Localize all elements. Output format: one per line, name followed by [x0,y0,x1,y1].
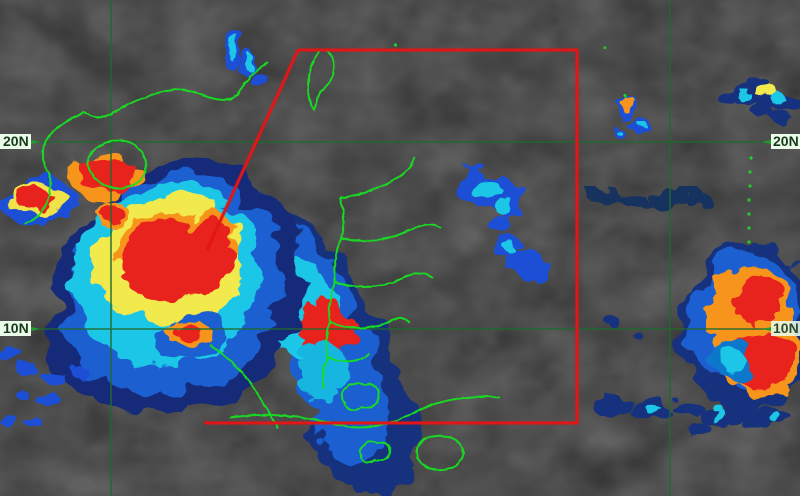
svg-text:20N: 20N [773,133,799,149]
svg-text:20N: 20N [3,133,29,149]
svg-text:10N: 10N [3,320,29,336]
svg-text:10N: 10N [773,320,799,336]
